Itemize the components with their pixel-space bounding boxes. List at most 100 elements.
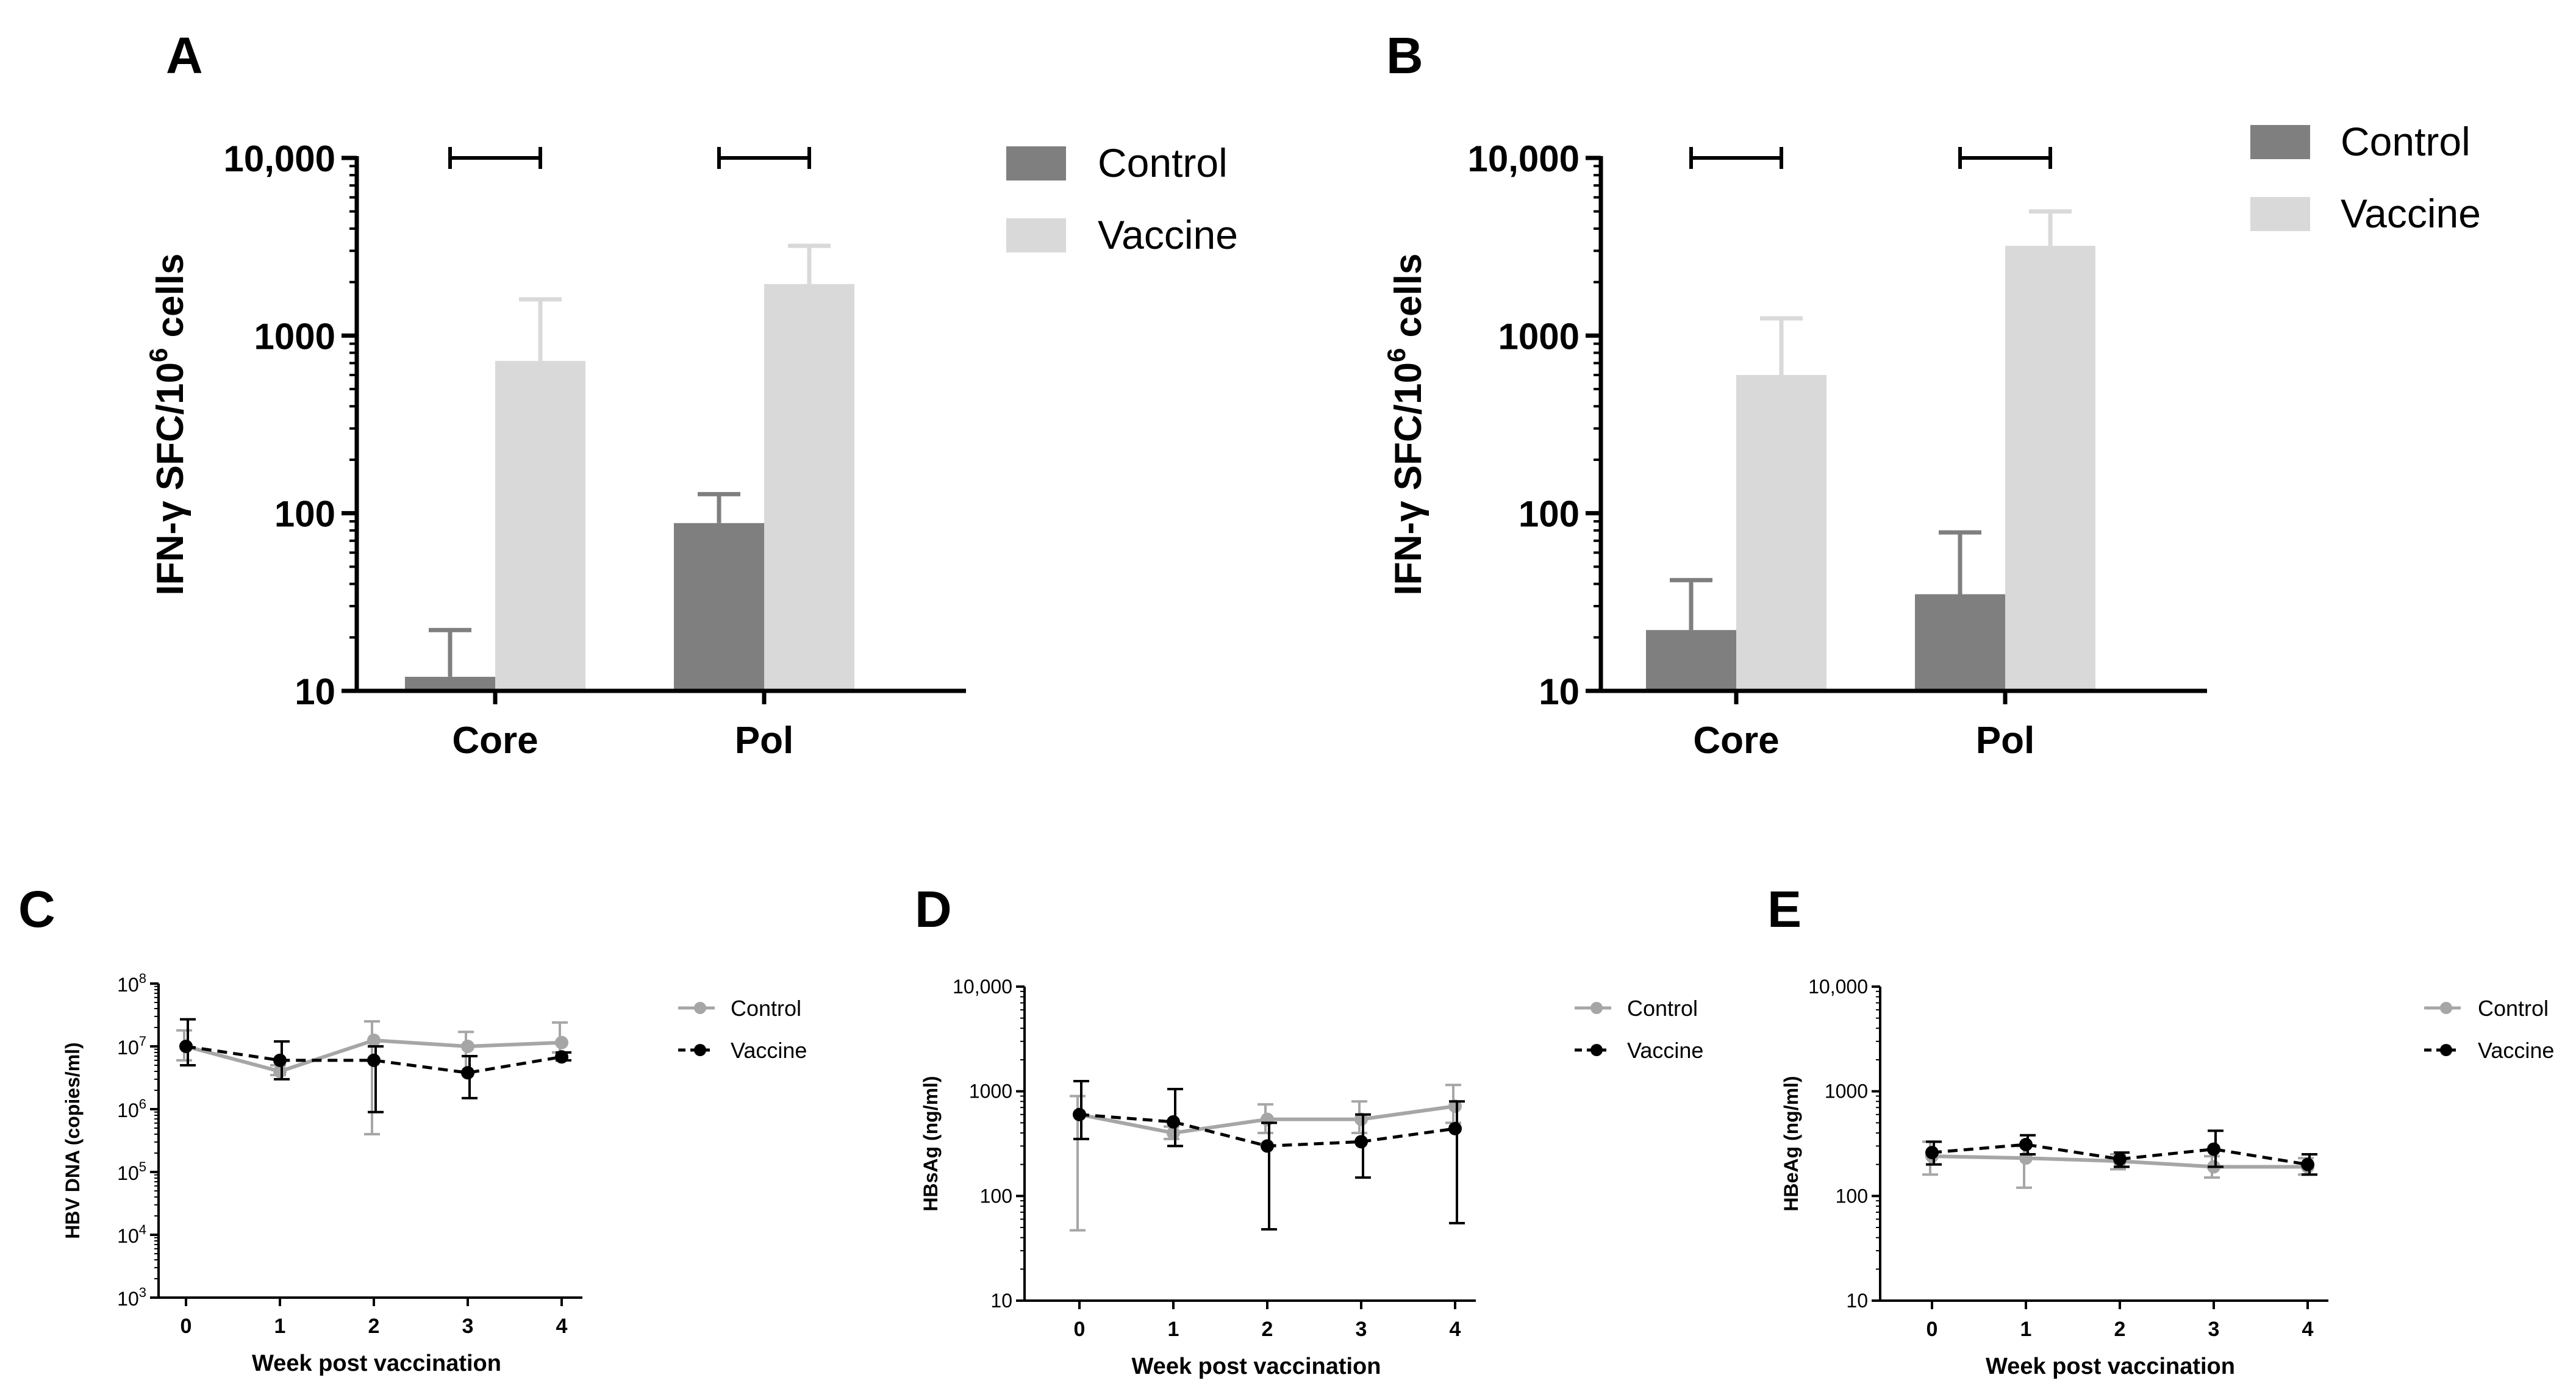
legend-marker-control	[2440, 1002, 2452, 1014]
y-tick-label: 100	[980, 1185, 1012, 1207]
vaccine-bar-pol	[764, 284, 854, 691]
legend-label-vaccine: Vaccine	[2478, 1038, 2554, 1063]
legend-label-control: Control	[1098, 140, 1228, 185]
legend-marker-vaccine	[1590, 1044, 1603, 1056]
y-tick-label-exponent: 4	[139, 1222, 146, 1237]
y-axis-label-main: IFN-γ SFC/10	[1387, 362, 1429, 595]
control-data-point	[1167, 1126, 1180, 1140]
vaccine-data-point	[1448, 1121, 1462, 1135]
y-axis-label: HBeAg (ng/ml)	[1780, 1076, 1802, 1211]
y-axis-label: HBsAg (ng/ml)	[920, 1076, 942, 1211]
x-tick-label: 3	[462, 1315, 474, 1338]
x-tick-label: 0	[1927, 1318, 1938, 1341]
legend-label-control: Control	[1627, 996, 1698, 1021]
y-tick-label: 100	[274, 494, 335, 535]
y-tick-label-base: 10	[117, 1162, 139, 1184]
vaccine-data-point	[2019, 1137, 2033, 1151]
y-tick-label: 105	[117, 1159, 146, 1184]
vaccine-data-point	[2207, 1142, 2220, 1156]
panel-a: A 10 100 1000 10,000 Core Pol IFN-γ SFC/106 cel…	[144, 27, 1238, 762]
y-tick-label: 1000	[969, 1081, 1012, 1102]
y-axis-label-superscript: 6	[144, 348, 173, 362]
control-bar-pol	[674, 523, 764, 691]
panel-label: B	[1386, 27, 1423, 84]
y-tick-label-exponent: 7	[139, 1034, 146, 1049]
legend-marker-vaccine	[2440, 1044, 2452, 1056]
y-tick-label-exponent: 8	[139, 971, 146, 986]
legend-swatch-vaccine	[2250, 197, 2310, 231]
x-tick-label: Core	[1693, 720, 1779, 762]
legend-label-vaccine: Vaccine	[2341, 191, 2481, 236]
legend-label-control: Control	[2341, 119, 2470, 164]
control-data-point	[1354, 1112, 1368, 1126]
y-tick-label-exponent: 5	[139, 1159, 146, 1174]
x-tick-label: 2	[2114, 1318, 2126, 1341]
control-data-point	[1448, 1099, 1462, 1113]
y-tick-label: 103	[117, 1285, 146, 1310]
y-tick-label: 1000	[1825, 1081, 1868, 1102]
legend: Control Vaccine	[2250, 119, 2481, 236]
control-bar-core	[405, 676, 495, 691]
y-tick-label-base: 10	[117, 1099, 139, 1121]
vaccine-data-point	[555, 1050, 568, 1064]
vaccine-data-point	[1073, 1107, 1086, 1121]
panel-label: D	[915, 881, 952, 938]
panel-d: D 10 100 1000 10,000 0 1 2 3 4 Week post vaccinati…	[915, 881, 1703, 1379]
x-tick-label: 1	[2020, 1318, 2032, 1341]
y-tick-label-base: 10	[117, 1288, 139, 1310]
x-tick-label: 4	[556, 1315, 568, 1338]
y-axis-label: IFN-γ SFC/106 cells	[144, 254, 191, 596]
x-tick-label: Pol	[735, 720, 793, 762]
y-tick-label: 106	[117, 1096, 146, 1121]
y-tick-label: 10	[990, 1290, 1012, 1312]
x-tick-label: Core	[452, 720, 538, 762]
x-tick-label: 0	[181, 1315, 192, 1338]
y-tick-label: 10	[1539, 671, 1580, 712]
panel-label: A	[166, 27, 203, 84]
x-tick-label: 3	[1356, 1318, 1367, 1341]
panel-e: E 10 100 1000 10,000 0 1 2 3 4 Week post vaccinati…	[1767, 881, 2554, 1379]
control-data-point	[273, 1064, 287, 1078]
y-tick-label: 100	[1836, 1185, 1868, 1207]
x-axis-label: Week post vaccination	[252, 1351, 501, 1376]
vaccine-data-point	[179, 1040, 193, 1053]
vaccine-data-point	[1261, 1139, 1274, 1153]
vaccine-data-point	[1354, 1135, 1368, 1149]
y-axis-label: HBV DNA (copies/ml)	[62, 1042, 84, 1238]
vaccine-data-point	[1167, 1115, 1180, 1129]
y-tick-label-base: 10	[117, 974, 139, 996]
vaccine-data-point	[367, 1053, 381, 1067]
y-axis-label-unit: cells	[1387, 254, 1429, 348]
vaccine-bar-core	[495, 360, 585, 691]
y-tick-label-exponent: 6	[139, 1096, 146, 1112]
vaccine-data-point	[2113, 1152, 2127, 1166]
y-tick-label: 10,000	[953, 976, 1012, 998]
vaccine-bar-core	[1736, 374, 1826, 691]
y-axis-label: IFN-γ SFC/106 cells	[1382, 254, 1429, 596]
x-tick-label: 4	[1450, 1318, 1461, 1341]
control-data-point	[461, 1040, 474, 1053]
vaccine-data-point	[1925, 1146, 1939, 1160]
y-tick-label: 10,000	[1467, 138, 1580, 179]
legend-label-control: Control	[2478, 996, 2549, 1021]
x-axis-label: Week post vaccination	[1986, 1354, 2235, 1379]
control-bar-core	[1646, 630, 1736, 691]
y-tick-label: 10	[295, 671, 335, 712]
y-axis-label-main: IFN-γ SFC/10	[149, 362, 191, 595]
y-tick-label: 10	[1846, 1290, 1868, 1312]
y-tick-label: 1000	[254, 316, 335, 357]
x-tick-label: 1	[274, 1315, 286, 1338]
legend-label-vaccine: Vaccine	[731, 1038, 807, 1063]
vaccine-data-point	[461, 1066, 474, 1080]
legend-label-vaccine: Vaccine	[1627, 1038, 1703, 1063]
legend-swatch-vaccine	[1006, 218, 1066, 252]
legend-marker-vaccine	[694, 1044, 706, 1056]
y-tick-label: 100	[1519, 494, 1580, 535]
x-tick-label: 2	[1262, 1318, 1273, 1341]
vaccine-data-point	[273, 1053, 287, 1067]
panel-b: B 10 100 1000 10,000 Core Pol IFN-γ SFC/106 cel…	[1382, 27, 2481, 762]
legend-swatch-control	[2250, 125, 2310, 159]
x-tick-label: 4	[2302, 1318, 2314, 1341]
vaccine-data-point	[2301, 1157, 2314, 1171]
